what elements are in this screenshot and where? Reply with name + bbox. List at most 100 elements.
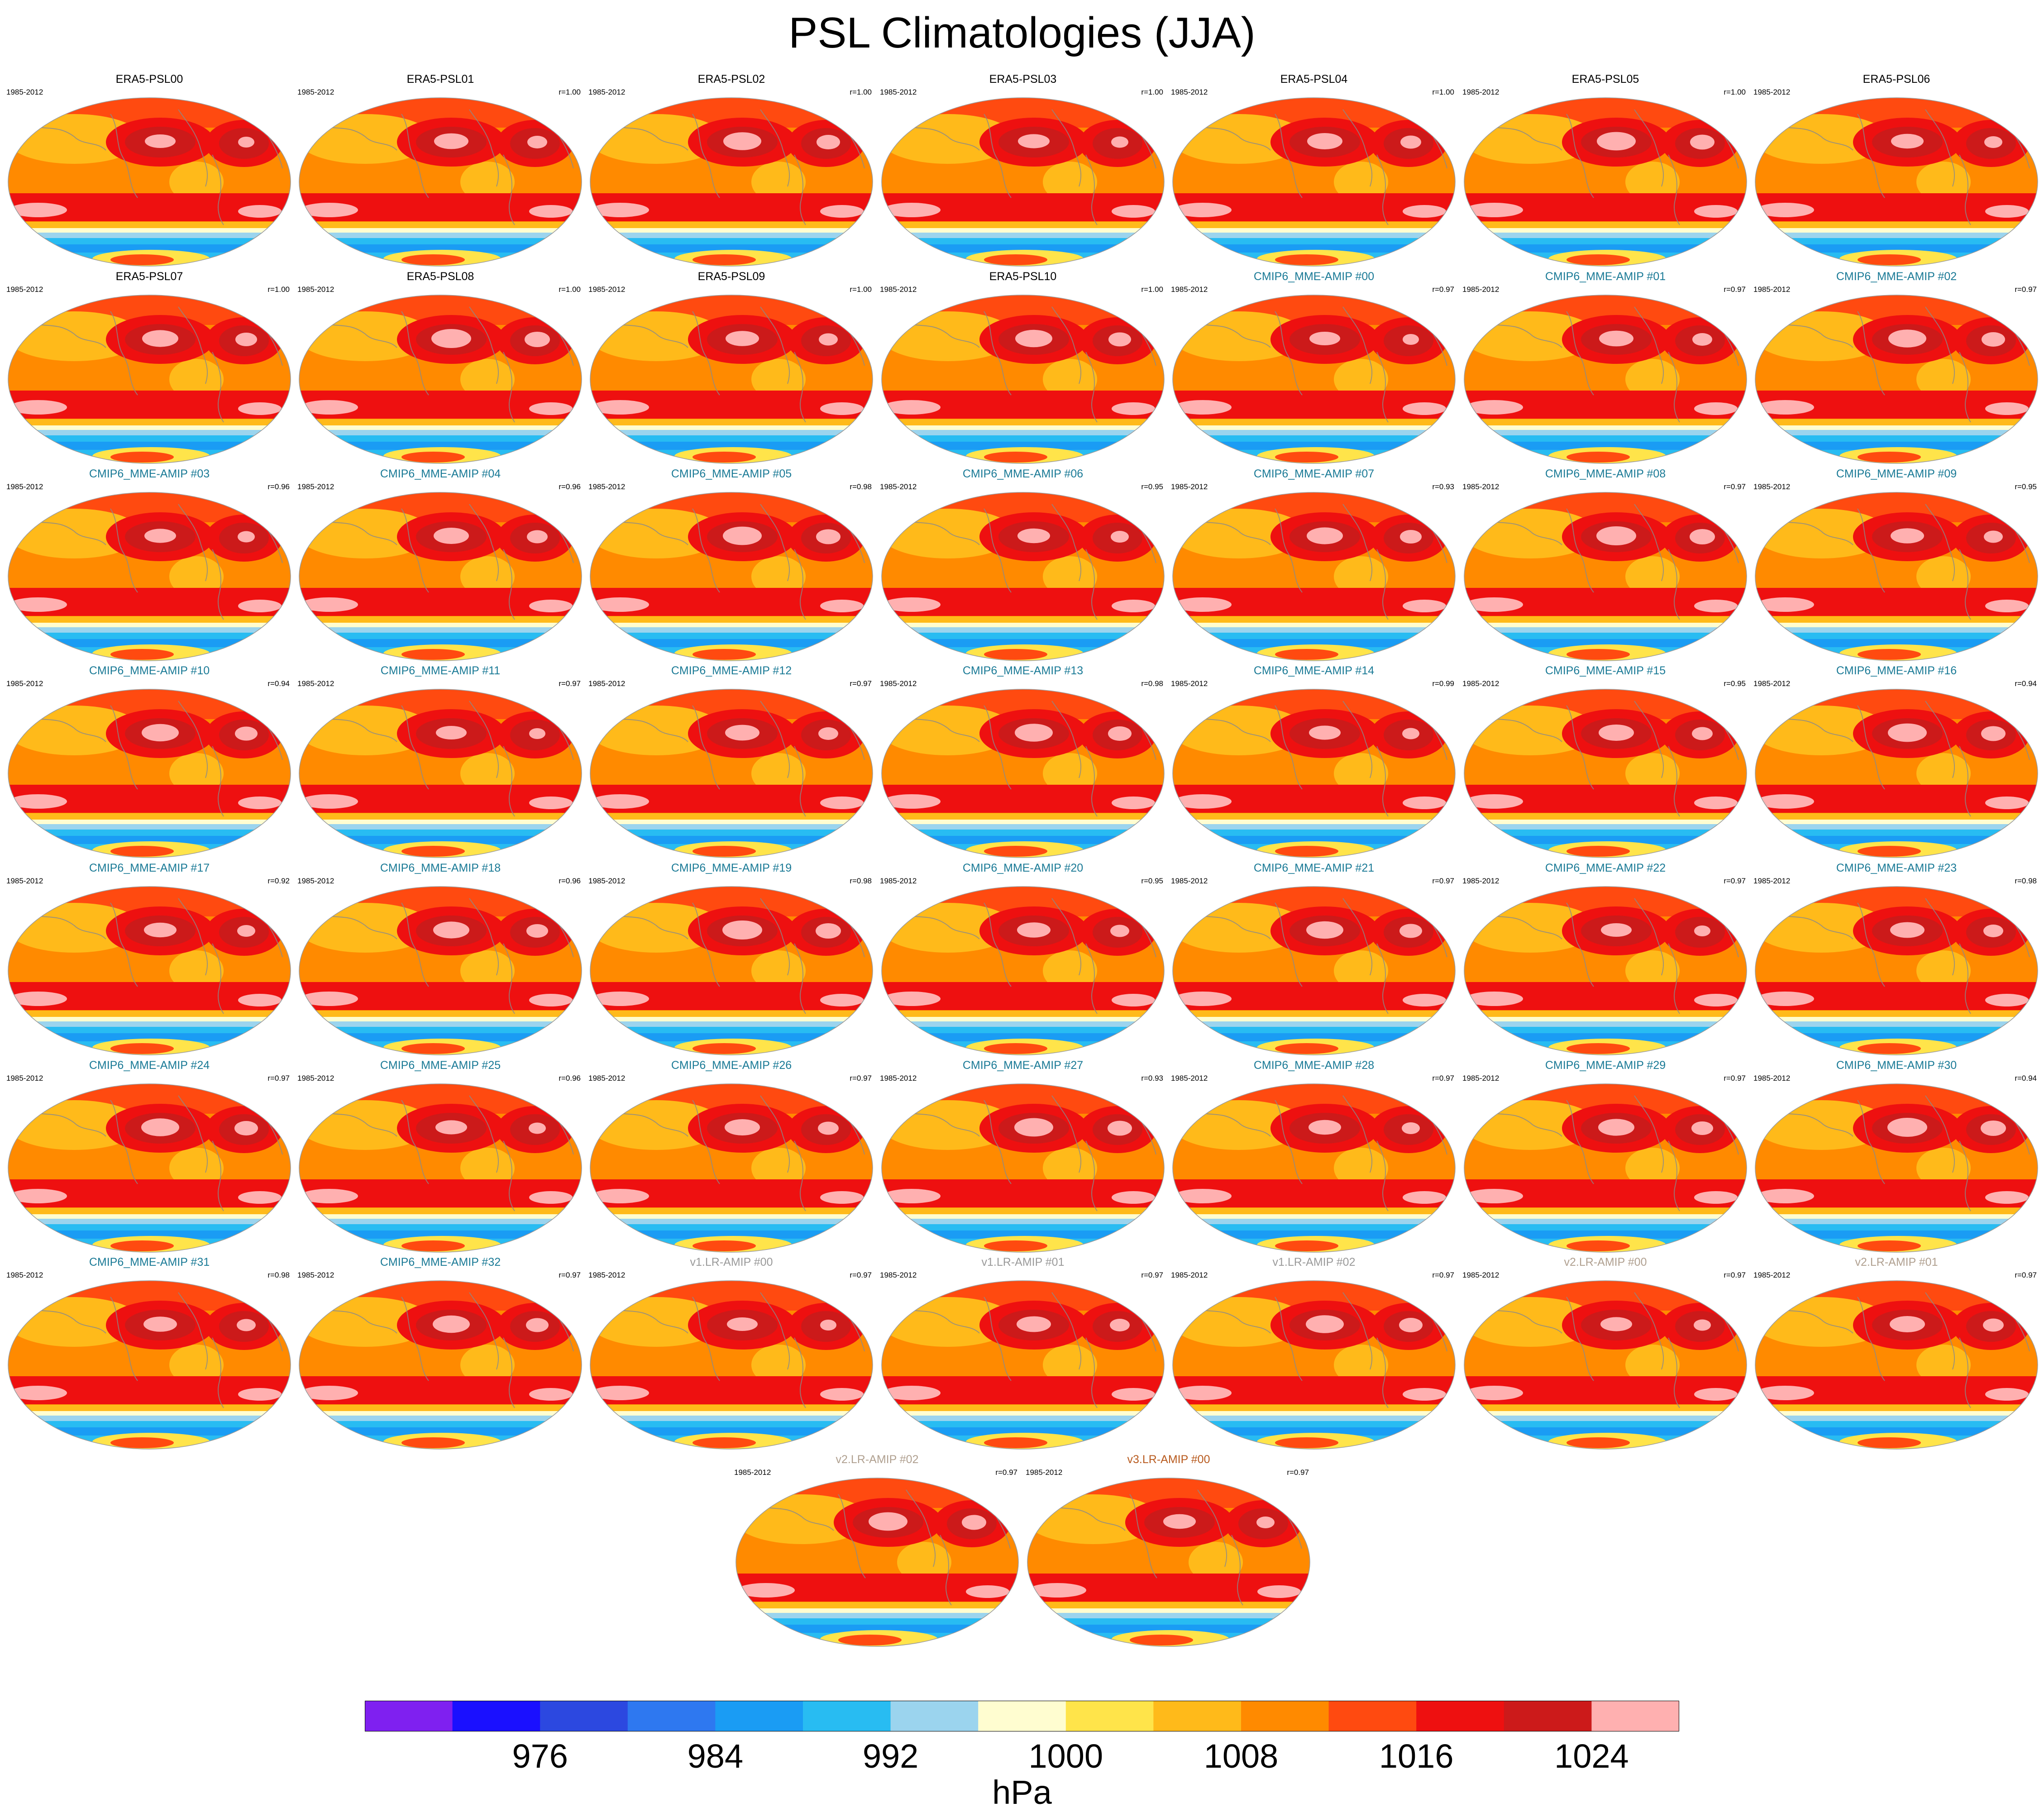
map-panel: ERA5-PSL00 1985-2012 xyxy=(6,72,292,269)
panel-title: ERA5-PSL03 xyxy=(989,73,1057,86)
map-panel: CMIP6_MME-AMIP #24 1985-2012 r=0.97 xyxy=(6,1059,292,1255)
panel-correlation: r=0.98 xyxy=(1141,679,1163,688)
panel-title: CMIP6_MME-AMIP #17 xyxy=(89,862,210,874)
psl-contour-map xyxy=(1172,886,1456,1055)
panel-period: 1985-2012 xyxy=(297,877,334,885)
panel-period: 1985-2012 xyxy=(1462,88,1500,96)
panel-period: 1985-2012 xyxy=(1462,1271,1500,1279)
panel-correlation: r=1.00 xyxy=(1432,88,1454,96)
panel-period: 1985-2012 xyxy=(1462,482,1500,491)
panel-period: 1985-2012 xyxy=(1171,1271,1208,1279)
map-panel: CMIP6_MME-AMIP #11 1985-2012 r=0.97 xyxy=(297,664,583,860)
panel-period: 1985-2012 xyxy=(1026,1468,1063,1477)
panel-correlation: r=0.97 xyxy=(1724,482,1746,491)
panel-correlation: r=0.97 xyxy=(559,679,581,688)
panel-correlation: r=0.96 xyxy=(559,877,581,885)
map-panel: CMIP6_MME-AMIP #27 1985-2012 r=0.93 xyxy=(880,1059,1166,1255)
psl-contour-map xyxy=(1464,295,1747,464)
psl-contour-map xyxy=(299,1083,582,1253)
panel-correlation: r=0.97 xyxy=(1141,1271,1163,1279)
panel-correlation: r=1.00 xyxy=(267,285,290,294)
panel-correlation: r=0.95 xyxy=(1141,877,1163,885)
psl-contour-map xyxy=(590,1280,873,1450)
panel-title: v1.LR-AMIP #02 xyxy=(1272,1256,1356,1269)
psl-contour-map xyxy=(1172,295,1456,464)
panel-title: CMIP6_MME-AMIP #19 xyxy=(671,862,792,874)
psl-contour-map xyxy=(1464,886,1747,1055)
panel-correlation: r=0.97 xyxy=(559,1271,581,1279)
panel-period: 1985-2012 xyxy=(588,285,626,294)
panel-title: ERA5-PSL04 xyxy=(1280,73,1348,86)
map-panel: CMIP6_MME-AMIP #31 1985-2012 r=0.98 xyxy=(6,1255,292,1452)
psl-contour-map xyxy=(590,97,873,267)
panel-period: 1985-2012 xyxy=(1171,285,1208,294)
panel-title: CMIP6_MME-AMIP #16 xyxy=(1836,664,1957,677)
panel-title: ERA5-PSL10 xyxy=(989,270,1057,283)
panel-title: CMIP6_MME-AMIP #21 xyxy=(1253,862,1375,874)
colorbar-segment xyxy=(1241,1701,1329,1731)
panel-correlation: r=0.98 xyxy=(2015,877,2037,885)
panel-title: CMIP6_MME-AMIP #08 xyxy=(1545,467,1666,480)
panel-title: CMIP6_MME-AMIP #02 xyxy=(1836,270,1957,283)
panel-correlation: r=0.97 xyxy=(1432,1271,1454,1279)
psl-contour-map xyxy=(1172,689,1456,858)
colorbar-segment xyxy=(1328,1701,1417,1731)
panel-correlation: r=0.93 xyxy=(1141,1074,1163,1083)
panel-correlation: r=1.00 xyxy=(559,285,581,294)
panel-title: CMIP6_MME-AMIP #07 xyxy=(1253,467,1375,480)
map-panel: CMIP6_MME-AMIP #14 1985-2012 r=0.99 xyxy=(1171,664,1457,860)
map-panel: ERA5-PSL01 1985-2012 r=1.00 xyxy=(297,72,583,269)
map-panel: CMIP6_MME-AMIP #15 1985-2012 r=0.95 xyxy=(1462,664,1748,860)
panel-period: 1985-2012 xyxy=(880,482,917,491)
panel-period: 1985-2012 xyxy=(588,1074,626,1083)
map-panel: v2.LR-AMIP #01 1985-2012 r=0.97 xyxy=(1753,1255,2039,1452)
panel-title: CMIP6_MME-AMIP #01 xyxy=(1545,270,1666,283)
panel-period: 1985-2012 xyxy=(880,877,917,885)
map-panel: ERA5-PSL10 1985-2012 r=1.00 xyxy=(880,270,1166,466)
psl-contour-map xyxy=(881,295,1165,464)
map-panel: CMIP6_MME-AMIP #08 1985-2012 r=0.97 xyxy=(1462,467,1748,663)
panel-period: 1985-2012 xyxy=(297,1271,334,1279)
map-panel: CMIP6_MME-AMIP #16 1985-2012 r=0.94 xyxy=(1753,664,2039,860)
psl-contour-map xyxy=(735,1478,1019,1647)
map-panel: CMIP6_MME-AMIP #29 1985-2012 r=0.97 xyxy=(1462,1059,1748,1255)
panel-title: CMIP6_MME-AMIP #27 xyxy=(962,1059,1084,1072)
map-panel: CMIP6_MME-AMIP #03 1985-2012 r=0.96 xyxy=(6,467,292,663)
panel-correlation: r=0.93 xyxy=(1432,482,1454,491)
panel-title: CMIP6_MME-AMIP #24 xyxy=(89,1059,210,1072)
map-panel: CMIP6_MME-AMIP #02 1985-2012 r=0.97 xyxy=(1753,270,2039,466)
psl-contour-map xyxy=(590,295,873,464)
psl-contour-map xyxy=(8,492,291,661)
panel-correlation: r=0.97 xyxy=(1724,285,1746,294)
panel-title: ERA5-PSL05 xyxy=(1571,73,1639,86)
panel-correlation: r=0.95 xyxy=(1141,482,1163,491)
panel-correlation: r=0.98 xyxy=(850,877,872,885)
colorbar xyxy=(365,1701,1679,1731)
map-panel: ERA5-PSL02 1985-2012 r=1.00 xyxy=(588,72,874,269)
panel-title: ERA5-PSL09 xyxy=(697,270,765,283)
panel-title: CMIP6_MME-AMIP #30 xyxy=(1836,1059,1957,1072)
panel-period: 1985-2012 xyxy=(1753,679,1791,688)
panel-correlation: r=0.97 xyxy=(850,679,872,688)
map-panel: ERA5-PSL05 1985-2012 r=1.00 xyxy=(1462,72,1748,269)
panel-period: 1985-2012 xyxy=(6,679,43,688)
panel-correlation: r=0.97 xyxy=(1432,877,1454,885)
panel-correlation: r=0.97 xyxy=(995,1468,1017,1477)
psl-contour-map xyxy=(299,1280,582,1450)
panel-correlation: r=0.97 xyxy=(2015,1271,2037,1279)
panel-correlation: r=0.96 xyxy=(559,1074,581,1083)
psl-contour-map xyxy=(1755,97,2038,267)
panel-period: 1985-2012 xyxy=(588,88,626,96)
panel-title: CMIP6_MME-AMIP #32 xyxy=(380,1256,501,1269)
panel-period: 1985-2012 xyxy=(297,1074,334,1083)
map-panel: v2.LR-AMIP #00 1985-2012 r=0.97 xyxy=(1462,1255,1748,1452)
map-panel: CMIP6_MME-AMIP #12 1985-2012 r=0.97 xyxy=(588,664,874,860)
psl-contour-map xyxy=(8,295,291,464)
panel-period: 1985-2012 xyxy=(1171,877,1208,885)
panel-correlation: r=1.00 xyxy=(850,88,872,96)
panel-correlation: r=0.97 xyxy=(267,1074,290,1083)
panel-title: CMIP6_MME-AMIP #23 xyxy=(1836,862,1957,874)
psl-contour-map xyxy=(1027,1478,1310,1647)
panel-title: CMIP6_MME-AMIP #04 xyxy=(380,467,501,480)
